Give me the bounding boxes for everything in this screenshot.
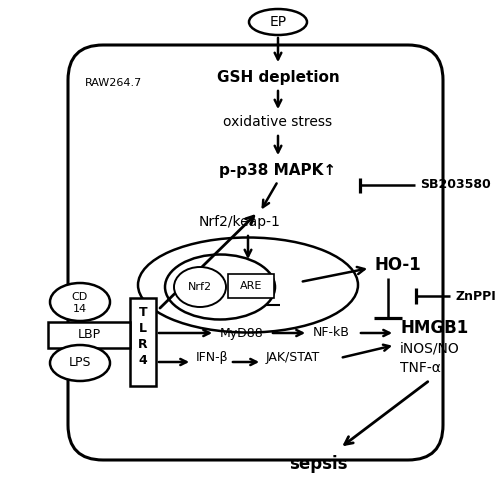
Text: p-p38 MAPK↑: p-p38 MAPK↑ — [219, 163, 337, 178]
Ellipse shape — [50, 345, 110, 381]
Text: T: T — [139, 305, 147, 319]
Text: oxidative stress: oxidative stress — [223, 115, 332, 129]
Ellipse shape — [174, 267, 226, 307]
Text: EP: EP — [269, 15, 287, 29]
Ellipse shape — [138, 238, 358, 332]
Text: NF-kB: NF-kB — [313, 327, 350, 339]
Text: JAK/STAT: JAK/STAT — [266, 352, 320, 364]
Text: LBP: LBP — [77, 328, 101, 342]
Text: HMGB1: HMGB1 — [400, 319, 468, 337]
Text: GSH depletion: GSH depletion — [217, 70, 339, 84]
Text: iNOS/NO: iNOS/NO — [400, 341, 460, 355]
Text: CD: CD — [72, 292, 88, 302]
Text: 4: 4 — [138, 354, 147, 366]
Ellipse shape — [249, 9, 307, 35]
FancyBboxPatch shape — [48, 322, 130, 348]
Text: TNF-α: TNF-α — [400, 361, 441, 375]
Text: ARE: ARE — [240, 281, 262, 291]
Text: LPS: LPS — [69, 356, 91, 370]
Text: IFN-β: IFN-β — [196, 352, 229, 364]
FancyBboxPatch shape — [228, 274, 274, 298]
Text: R: R — [138, 337, 148, 351]
Text: L: L — [139, 322, 147, 334]
Text: sepsis: sepsis — [289, 455, 347, 473]
Ellipse shape — [50, 283, 110, 321]
FancyBboxPatch shape — [68, 45, 443, 460]
FancyBboxPatch shape — [130, 298, 156, 386]
Text: ZnPPIX: ZnPPIX — [455, 290, 496, 302]
Text: 14: 14 — [73, 304, 87, 314]
Text: SB203580: SB203580 — [420, 179, 491, 191]
Text: RAW264.7: RAW264.7 — [85, 78, 142, 88]
Ellipse shape — [165, 254, 275, 320]
Text: Nrf2: Nrf2 — [188, 282, 212, 292]
Text: Nrf2/keap-1: Nrf2/keap-1 — [199, 215, 281, 229]
Text: HO-1: HO-1 — [375, 256, 422, 274]
Text: MyD88: MyD88 — [220, 327, 264, 339]
